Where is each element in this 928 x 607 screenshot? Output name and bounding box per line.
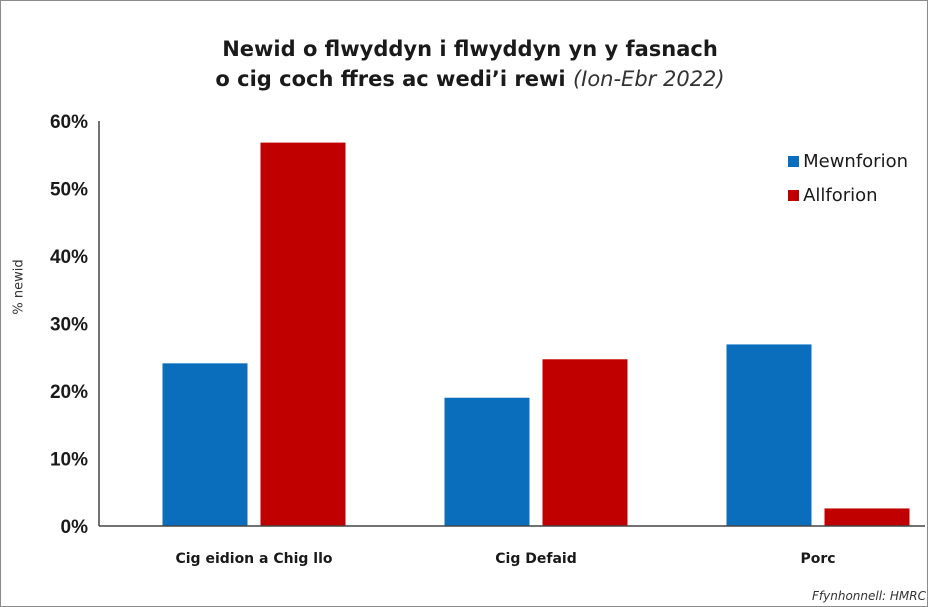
y-tick-label: 0% [61, 517, 89, 538]
y-tick-label: 40% [50, 247, 88, 268]
bar-imports [726, 344, 812, 526]
y-tick-label: 10% [50, 450, 88, 471]
y-tick-label: 50% [50, 180, 88, 201]
x-category-label: Cig Defaid [495, 551, 576, 567]
chart-title: Newid o flwyddyn i flwyddyn yn y fasnach… [0, 34, 928, 94]
legend-item-exports: Allforion [788, 180, 908, 210]
bar-exports [542, 359, 628, 526]
x-category-label: Porc [800, 551, 835, 567]
legend-swatch-imports [788, 155, 800, 167]
chart-title-line1: Newid o flwyddyn i flwyddyn yn y fasnach [222, 37, 718, 61]
chart-title-line2: o cig coch ffres ac wedi’i rewi (Ion-Ebr… [0, 64, 928, 94]
source-note: Ffynhonnell: HMRC [812, 589, 926, 603]
x-category-label: Cig eidion a Chig llo [175, 551, 332, 567]
bar-exports [824, 508, 910, 526]
legend-swatch-exports [788, 189, 800, 201]
bar-exports [260, 142, 346, 526]
legend: Mewnforion Allforion [788, 146, 908, 214]
chart-title-line2-main: o cig coch ffres ac wedi’i rewi [215, 67, 566, 91]
legend-item-imports: Mewnforion [788, 146, 908, 176]
y-tick-label: 60% [50, 112, 88, 133]
y-tick-label: 30% [50, 315, 88, 336]
legend-label-imports: Mewnforion [803, 150, 908, 172]
y-tick-label: 20% [50, 382, 88, 403]
bar-imports [444, 397, 530, 526]
legend-label-exports: Allforion [803, 184, 878, 206]
chart-title-period: (Ion-Ebr 2022) [572, 67, 725, 91]
bar-imports [162, 363, 248, 526]
